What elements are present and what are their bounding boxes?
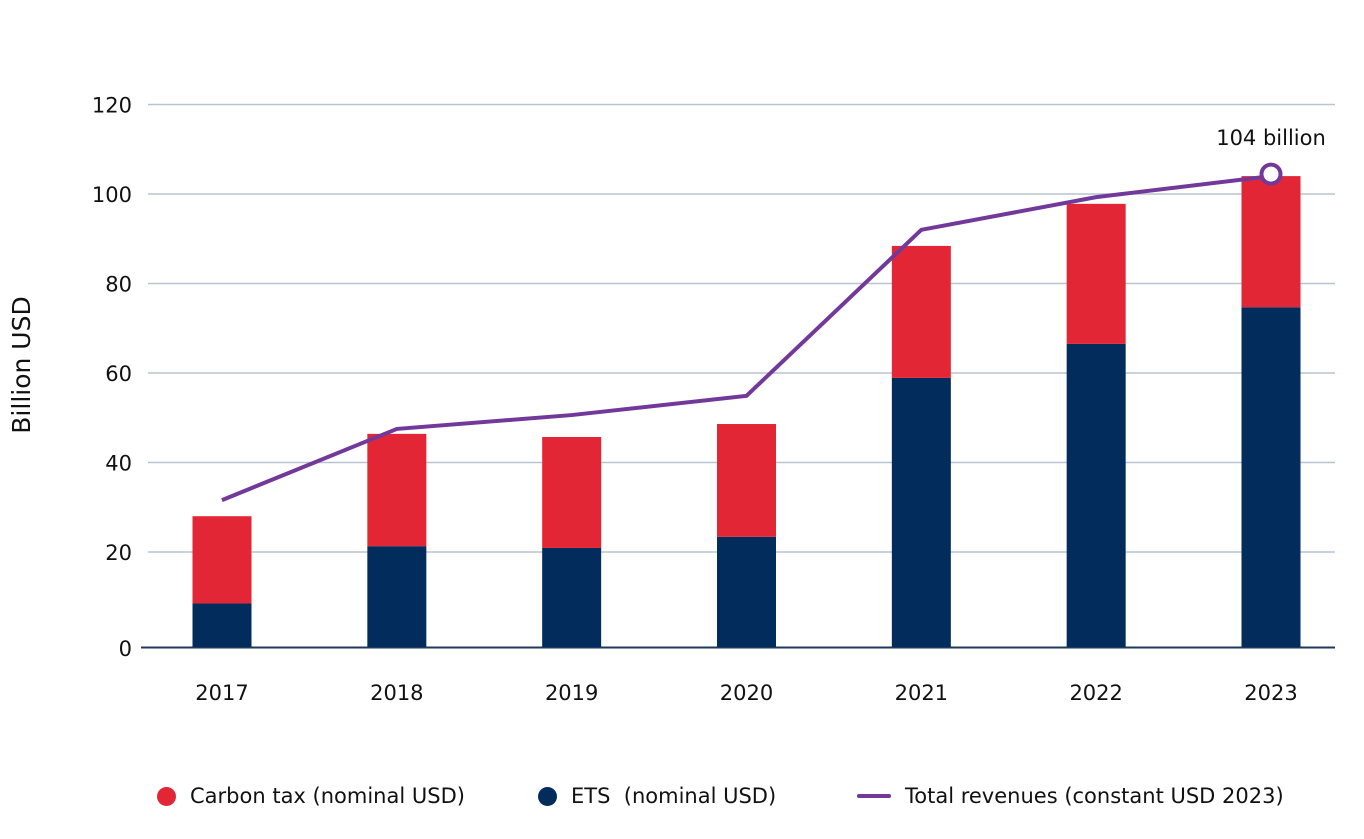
carbon-tax-bar: [542, 436, 602, 548]
carbon-tax-bar: [367, 433, 427, 547]
y-tick-label: 0: [119, 637, 132, 661]
legend-item-total-revenues: Total revenues (constant USD 2023): [857, 784, 1284, 808]
carbon-tax-bar: [192, 516, 252, 604]
total-revenues-line-group: [221, 174, 1272, 502]
ets-bar: [542, 547, 602, 647]
gridlines: [141, 103, 1335, 649]
total-revenues-line: [221, 174, 1272, 502]
carbon-tax-bar: [1241, 176, 1301, 308]
y-tick-labels: 0 20 40 60 80 100 120: [92, 94, 132, 662]
y-tick-label: 40: [105, 452, 132, 476]
y-tick-label: 100: [92, 183, 132, 207]
x-tick-labels: 2017 2018 2019 2020 2021 2022 2023: [195, 681, 1297, 705]
carbon-tax-bar: [717, 424, 776, 537]
bars: [192, 176, 1301, 647]
legend-label: ETS (nominal USD): [571, 784, 777, 808]
annotations: 104 billion: [1216, 126, 1326, 186]
legend-item-carbon-tax: Carbon tax (nominal USD): [157, 784, 465, 808]
legend-dot-icon: [538, 786, 557, 806]
x-tick-label: 2017: [195, 681, 248, 705]
legend-label: Carbon tax (nominal USD): [190, 784, 465, 808]
legend-label: Total revenues (constant USD 2023): [905, 784, 1284, 808]
legend-line-icon: [857, 794, 891, 798]
x-tick-label: 2023: [1244, 681, 1297, 705]
y-tick-label: 120: [92, 94, 132, 118]
x-tick-label: 2020: [720, 681, 773, 705]
ets-bar: [1241, 307, 1301, 647]
y-tick-label: 80: [105, 273, 132, 297]
annotation-label: 104 billion: [1216, 126, 1326, 150]
ets-bar: [891, 377, 951, 647]
legend-item-ets: ETS (nominal USD): [538, 784, 776, 808]
x-tick-label: 2018: [370, 681, 423, 705]
ets-bar: [1066, 343, 1126, 647]
carbon-tax-bar: [1066, 203, 1126, 344]
ets-bar: [192, 603, 252, 647]
legend-dot-icon: [157, 786, 176, 806]
x-tick-label: 2019: [545, 681, 598, 705]
annotation-marker: [1259, 162, 1283, 186]
legend: Carbon tax (nominal USD) ETS (nominal US…: [0, 784, 1364, 814]
y-tick-label: 60: [105, 362, 132, 386]
y-tick-label: 20: [105, 541, 132, 565]
ets-bar: [717, 536, 776, 647]
x-tick-label: 2022: [1069, 681, 1122, 705]
carbon-tax-bar: [891, 245, 951, 378]
x-tick-label: 2021: [895, 681, 948, 705]
ets-bar: [367, 546, 427, 647]
y-axis-label: Billion USD: [7, 296, 36, 433]
